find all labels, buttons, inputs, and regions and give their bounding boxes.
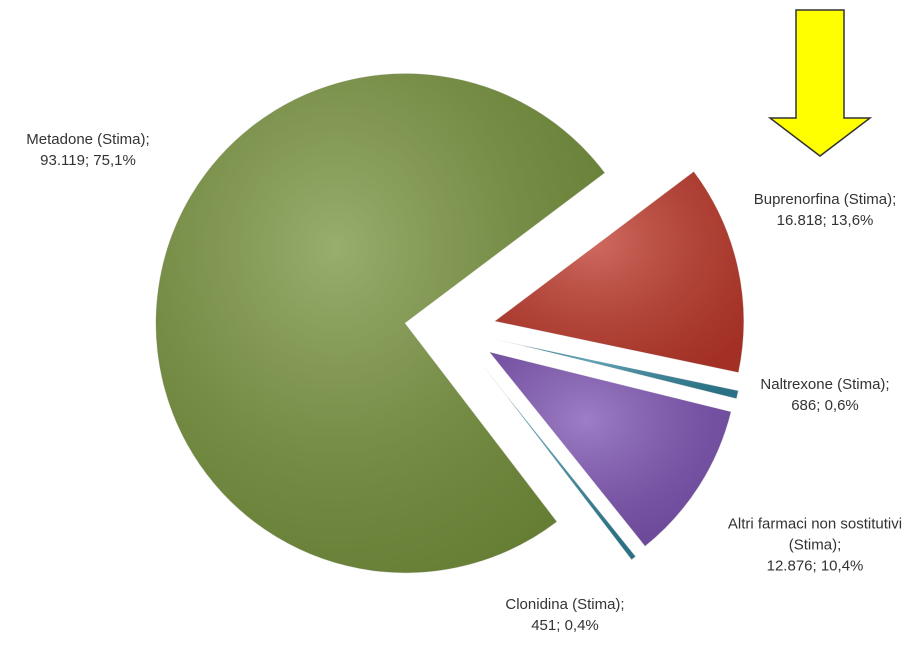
data-label: Altri farmaci non sostitutivi (Stima); 12…	[725, 514, 905, 577]
value-label: 451; 0,4%	[531, 617, 599, 634]
category-label: Clonidina (Stima);	[505, 596, 625, 613]
category-label: Metadone (Stima);	[26, 131, 150, 148]
category-label: Naltrexone (Stima);	[760, 376, 890, 393]
value-label: 686; 0,6%	[791, 397, 859, 414]
value-label: 16.818; 13,6%	[776, 212, 874, 229]
data-label: Naltrexone (Stima); 686; 0,6%	[750, 374, 900, 416]
data-label: Metadone (Stima); 93.119; 75,1%	[13, 129, 163, 171]
data-label: Buprenorfina (Stima); 16.818; 13,6%	[750, 189, 900, 231]
data-label: Clonidina (Stima); 451; 0,4%	[490, 594, 640, 636]
value-label: 93.119; 75,1%	[40, 152, 136, 169]
arrow-icon	[767, 9, 873, 157]
category-label: Buprenorfina (Stima);	[753, 191, 897, 208]
value-label: 12.876; 10,4%	[766, 557, 864, 575]
category-label: Altri farmaci non sostitutivi (Stima);	[727, 515, 903, 554]
